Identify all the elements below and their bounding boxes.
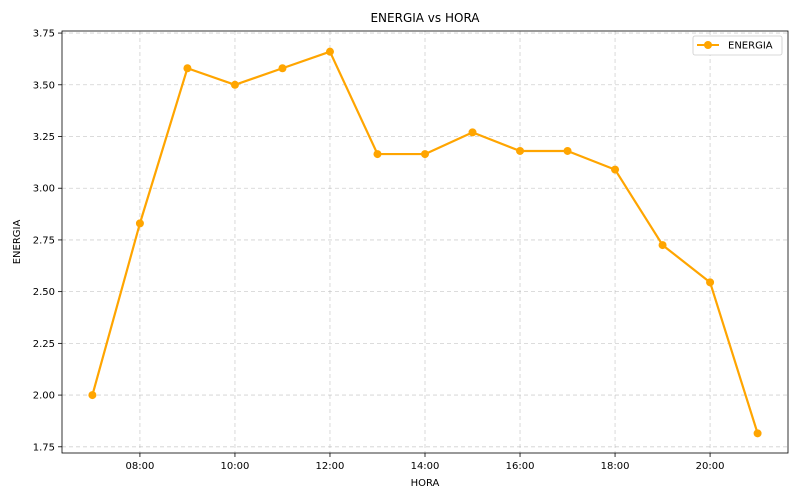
data-point (658, 241, 667, 250)
y-tick-label: 2.25 (33, 339, 55, 350)
y-tick-label: 3.25 (33, 132, 55, 143)
legend-label: ENERGIA (728, 41, 773, 52)
data-point (421, 150, 429, 159)
data-point (563, 146, 572, 155)
x-tick-label: 12:00 (316, 461, 345, 472)
legend-box (692, 35, 783, 56)
legend-marker (704, 41, 712, 49)
data-point (135, 219, 144, 228)
data-point (753, 429, 762, 438)
x-tick-label: 20:00 (696, 461, 725, 472)
axes: 08:00 10:00 12:00 14:00 16:00 18:00 20:00 1.75 2… (33, 29, 725, 472)
series-layer (88, 47, 762, 438)
y-tick-label: 3.00 (33, 184, 55, 195)
data-point (373, 150, 382, 159)
data-point (516, 146, 525, 155)
x-tick-label: 18:00 (601, 461, 630, 472)
y-axis-label: ENERGIA (12, 220, 23, 265)
x-tick-label: 16:00 (506, 461, 535, 472)
data-point (468, 128, 477, 137)
plot-frame (61, 30, 789, 454)
x-tick-label: 10:00 (221, 461, 250, 472)
x-tick-label: 14:00 (411, 461, 440, 472)
y-tick-label: 2.75 (33, 235, 55, 246)
data-point (325, 47, 334, 56)
data-point (278, 64, 287, 73)
data-point (88, 391, 97, 400)
y-tick-label: 3.50 (33, 80, 55, 91)
data-point (230, 80, 239, 89)
x-tick-label: 08:00 (126, 461, 155, 472)
legend: ENERGIA (692, 35, 783, 56)
data-point (611, 165, 620, 174)
data-point (706, 278, 715, 287)
y-tick-label: 1.75 (33, 442, 55, 453)
grid (62, 31, 788, 453)
y-tick-label: 2.50 (33, 287, 55, 298)
y-tick-label: 3.75 (33, 29, 55, 40)
data-point (183, 64, 192, 73)
x-axis-label: HORA (411, 478, 440, 489)
y-tick-label: 2.00 (33, 391, 55, 402)
chart-title: ENERGIA vs HORA (370, 11, 480, 25)
